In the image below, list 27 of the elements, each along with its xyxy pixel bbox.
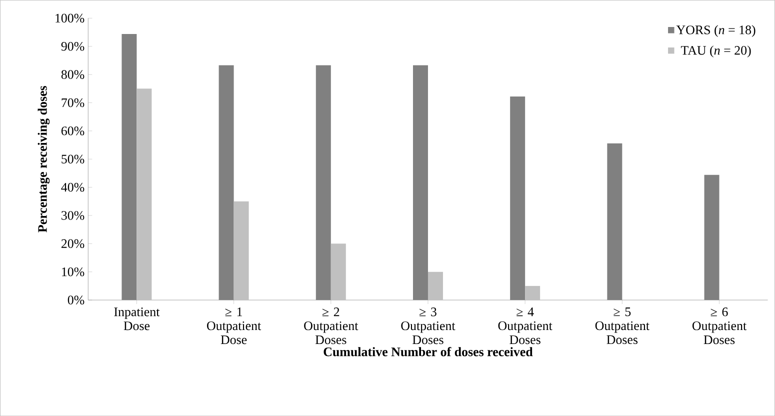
x-tick-label: ≥ 5 Outpatient Doses — [595, 307, 650, 344]
y-axis-title: Percentage receiving doses — [38, 86, 50, 232]
y-tick-label: 0% — [68, 296, 84, 304]
y-tick-label: 50% — [62, 154, 84, 164]
x-tick-label: ≥ 4 Outpatient Doses — [498, 307, 552, 344]
x-tick-label: ≥ 1 Outpatient Dose — [207, 307, 262, 344]
bar — [525, 286, 540, 300]
bar — [428, 272, 443, 300]
bar — [330, 244, 346, 300]
x-tick-label: ≥ 6 Outpatient Doses — [692, 307, 747, 344]
legend-label: YORS (n = 18) — [676, 25, 756, 37]
y-tick-label: 90% — [61, 42, 84, 51]
y-tick-label: 80% — [61, 70, 84, 79]
x-axis-title: Cumulative Number of doses received — [324, 346, 533, 356]
y-tick-label: 10% — [62, 267, 84, 276]
bar — [234, 201, 249, 300]
y-tick-label: 30% — [62, 211, 84, 220]
y-tick-label: 40% — [61, 182, 84, 192]
x-tick-label: Inpatient Dose — [114, 307, 160, 330]
x-tick-label: ≥ 2 Outpatient Doses — [304, 307, 358, 344]
bar — [136, 88, 152, 300]
x-tick-label: ≥ 3 Outpatient Doses — [401, 307, 456, 344]
legend-label: TAU (n = 20) — [680, 46, 751, 58]
y-tick-label: 70% — [62, 98, 84, 108]
y-tick-label: 20% — [61, 239, 84, 248]
y-tick-label: 60% — [61, 126, 84, 136]
y-tick-label: 100% — [56, 14, 84, 22]
